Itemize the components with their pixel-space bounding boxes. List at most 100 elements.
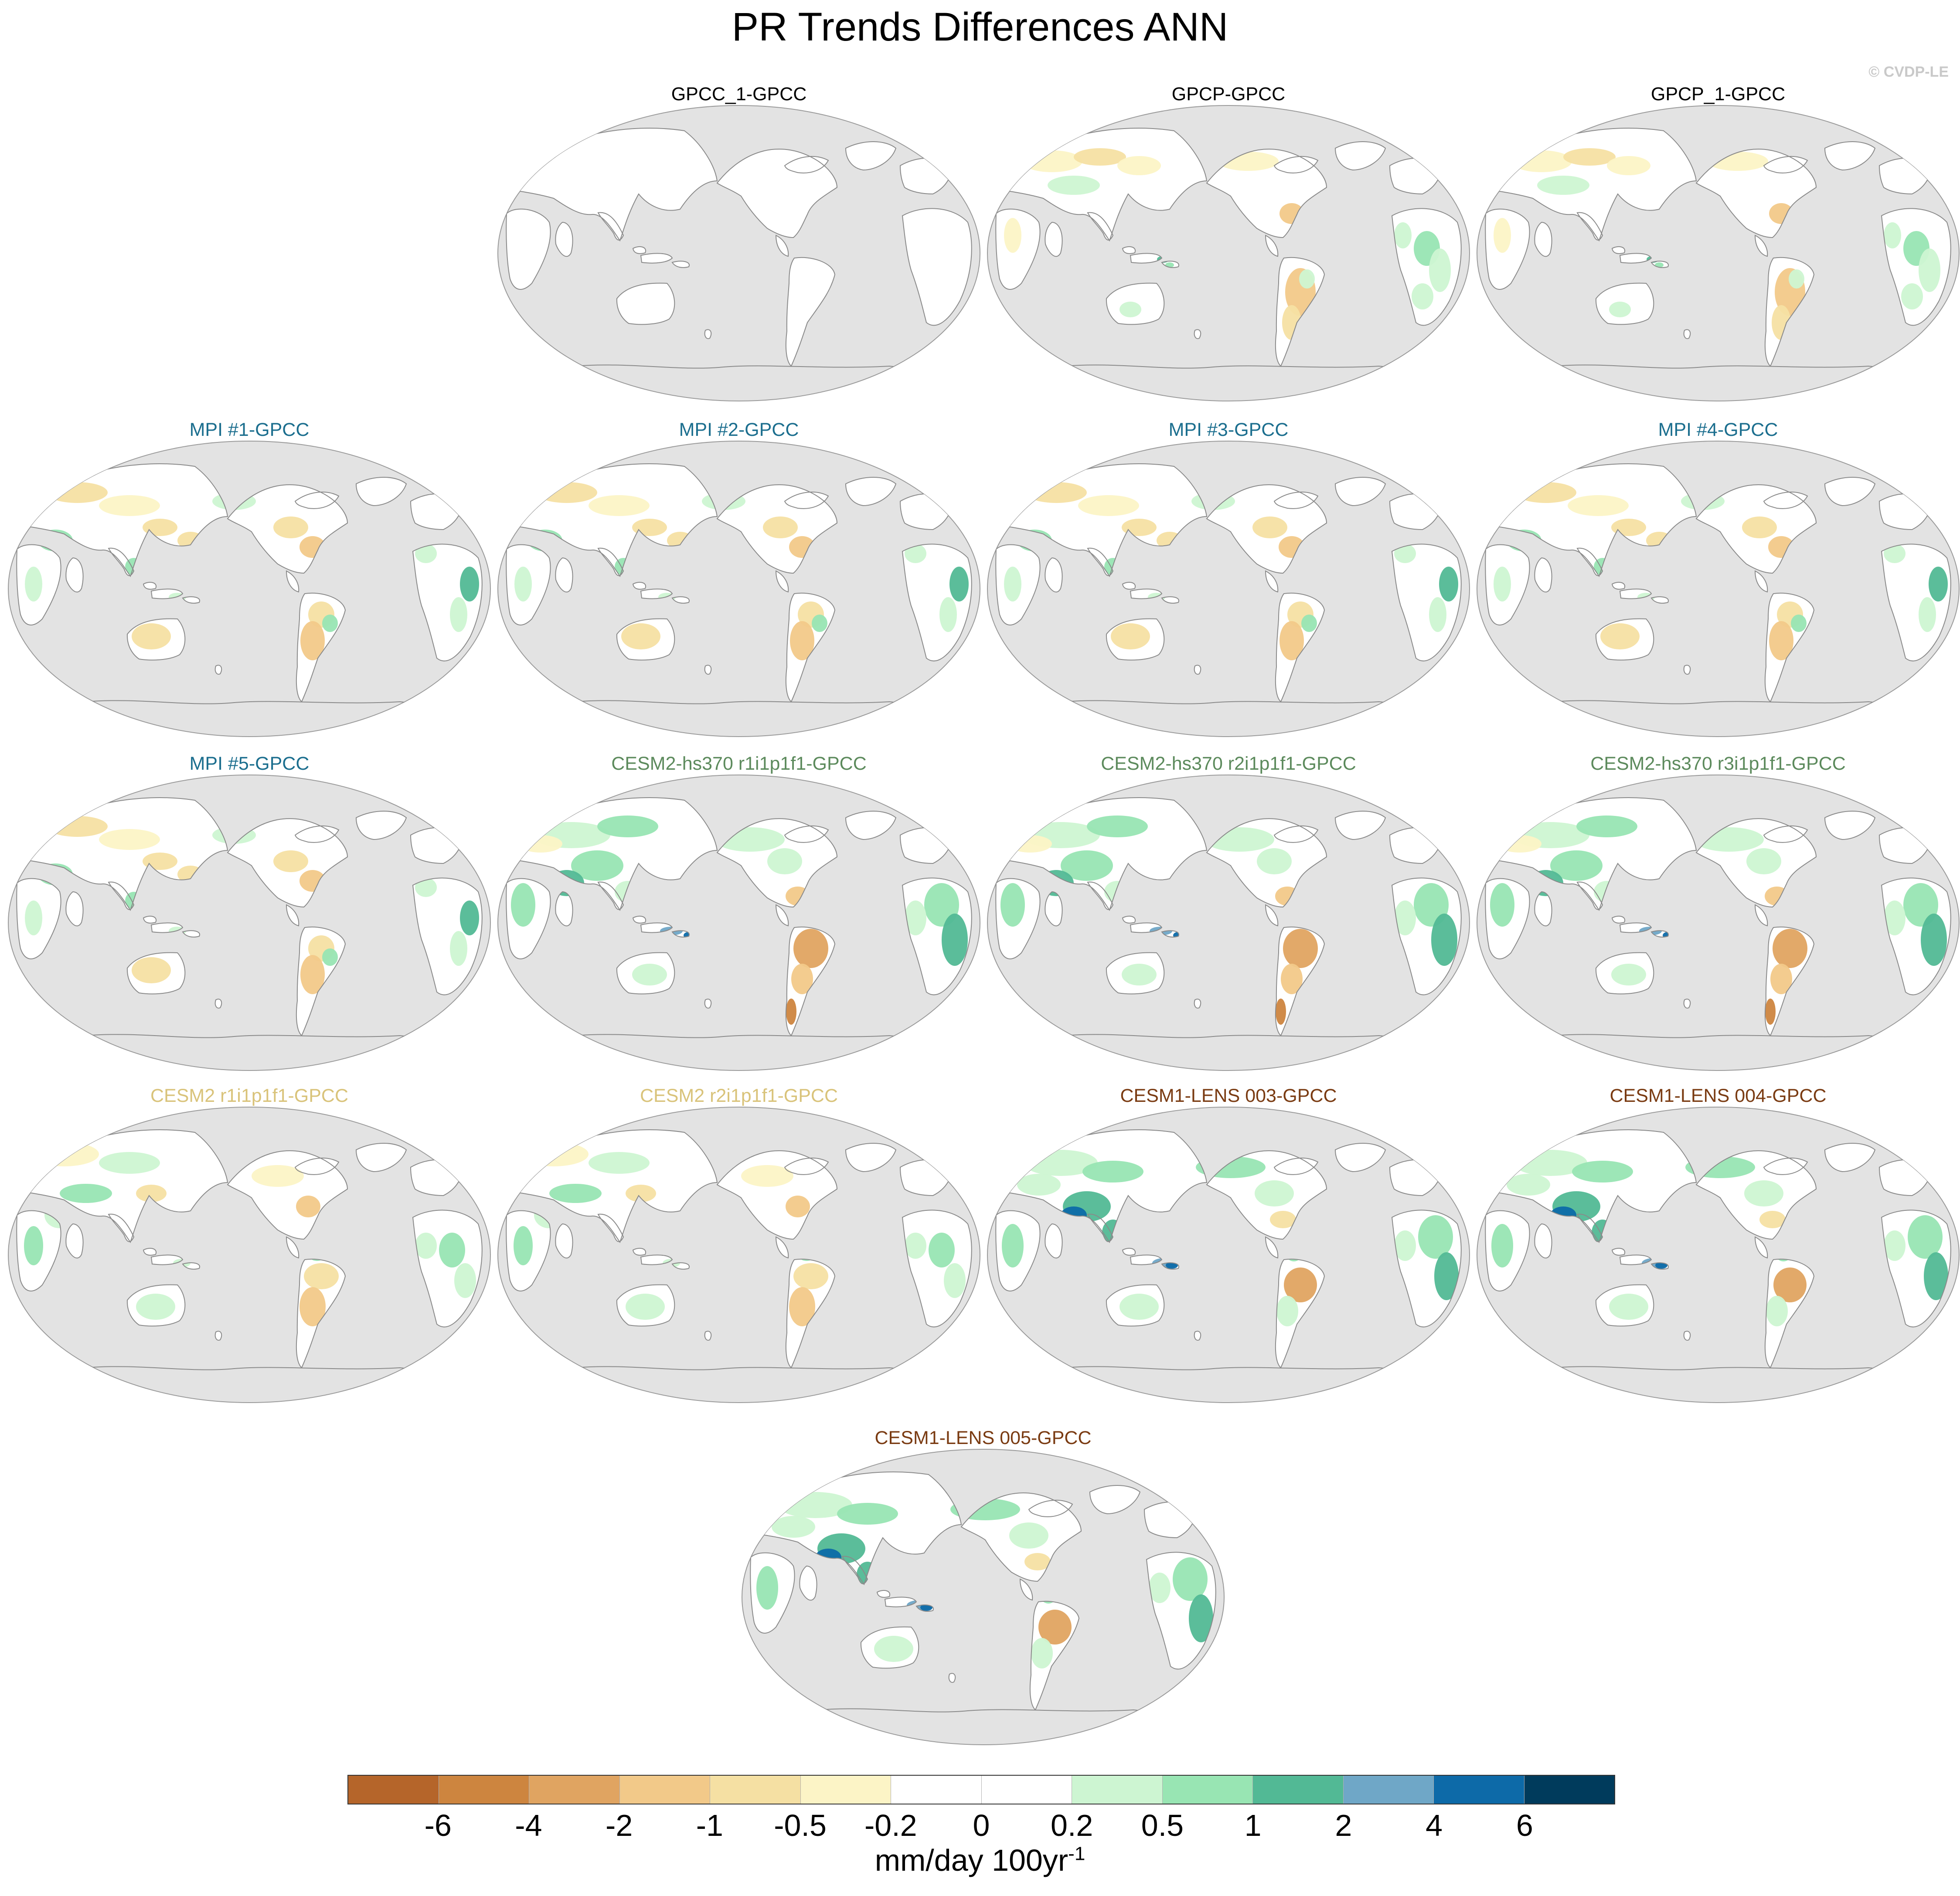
coastline (65, 557, 84, 593)
coastline (1122, 246, 1136, 254)
trend-patch (1283, 929, 1318, 968)
coastline (716, 1150, 838, 1240)
trend-patch (1773, 1267, 1807, 1302)
trend-patch (1919, 248, 1940, 292)
coastline (509, 128, 718, 242)
colorbar-tick-label: -6 (424, 1808, 452, 1842)
land-area (1045, 222, 1062, 257)
trend-patch (786, 1196, 810, 1217)
land-area (1684, 665, 1691, 674)
coastline (1087, 1213, 1114, 1242)
coastline (1764, 257, 1815, 367)
coastline (1194, 1331, 1201, 1341)
trend-patch (1299, 269, 1315, 289)
world-map (497, 440, 981, 737)
world-map (497, 1106, 981, 1403)
coastline (16, 544, 61, 625)
coastline (948, 1673, 956, 1683)
trend-patch (1038, 1610, 1072, 1645)
coastline (1130, 253, 1163, 264)
map-panel: GPCP_1-GPCC (1476, 84, 1960, 402)
coastline (1265, 904, 1279, 927)
coastline (1485, 208, 1530, 290)
land-area (1612, 916, 1625, 923)
trend-patch (1884, 1230, 1906, 1261)
panel-title: CESM2 r2i1p1f1-GPCC (640, 1085, 838, 1106)
coastline (227, 484, 348, 574)
land-area (704, 1331, 711, 1340)
colorbar-tick-label: -1 (696, 1808, 723, 1842)
coastline (16, 1210, 61, 1291)
panel-title: CESM2-hs370 r1i1p1f1-GPCC (611, 753, 867, 774)
trend-patch (1765, 999, 1776, 1025)
colorbar-box (619, 1776, 710, 1804)
trend-patch (874, 1636, 913, 1662)
trend-patch (1746, 848, 1781, 874)
coastline (1650, 261, 1669, 268)
coastline (1273, 491, 1319, 509)
units-text: mm/day 100yr (875, 1843, 1068, 1877)
coastline (296, 592, 346, 703)
colorbar-box (1072, 1776, 1163, 1804)
coastline (1122, 1247, 1136, 1256)
land-area (1123, 1248, 1136, 1255)
panel-title: MPI #3-GPCC (1168, 419, 1289, 440)
trend-patch (1255, 1180, 1294, 1206)
world-map (987, 1106, 1470, 1403)
coastline (126, 952, 186, 995)
coastline (785, 1258, 836, 1369)
land-area (776, 235, 789, 256)
colorbar-units: mm/day 100yr-1 (0, 1843, 1960, 1878)
trend-patch (99, 829, 160, 850)
trend-patch (514, 567, 532, 601)
colorbar-tick-label: 0 (973, 1808, 990, 1842)
land-area (1612, 582, 1625, 589)
trend-patch (1024, 1553, 1051, 1570)
land-area (1335, 142, 1385, 170)
trend-patch (1511, 150, 1572, 172)
coastline (1391, 877, 1462, 996)
land-area (1612, 246, 1625, 254)
trend-patch (439, 1233, 465, 1267)
coastline (1650, 930, 1669, 938)
coastline (1650, 596, 1669, 604)
land-area (1123, 582, 1136, 589)
land-area (1535, 558, 1552, 592)
trend-patch (1120, 302, 1141, 317)
trend-patch (1257, 848, 1292, 874)
coastline (1763, 1157, 1808, 1175)
coastline (1619, 1254, 1652, 1265)
coastline (597, 1213, 624, 1242)
trend-patch (1149, 1573, 1171, 1603)
coastline (960, 1492, 1082, 1582)
world-map (1476, 105, 1960, 402)
trend-patch (1611, 964, 1646, 985)
coastline (214, 665, 222, 675)
panel-title: MPI #5-GPCC (189, 753, 310, 774)
coastline (640, 1254, 673, 1265)
land-area (704, 665, 711, 674)
land-area (1266, 905, 1278, 926)
land-area (846, 811, 896, 839)
land-area (1684, 1331, 1691, 1340)
coastline (1683, 1331, 1691, 1341)
trend-patch (322, 615, 338, 632)
coastline (632, 581, 647, 590)
colorbar-box (1434, 1776, 1524, 1804)
coastline (214, 1331, 222, 1341)
coastline (150, 588, 184, 599)
map-panel: CESM1-LENS 004-GPCC (1476, 1085, 1960, 1403)
land-area (846, 142, 896, 170)
trend-patch (1279, 621, 1304, 660)
trend-patch (1434, 1252, 1459, 1300)
colorbar-box (1524, 1776, 1614, 1804)
coastline (286, 1236, 299, 1259)
coastline (1161, 261, 1179, 268)
coastline (597, 212, 624, 241)
coastline (294, 825, 340, 843)
trend-patch (1773, 929, 1807, 968)
coastline (902, 208, 972, 326)
trend-patch (1429, 248, 1451, 292)
land-area (1266, 235, 1278, 256)
coastline (555, 891, 573, 927)
